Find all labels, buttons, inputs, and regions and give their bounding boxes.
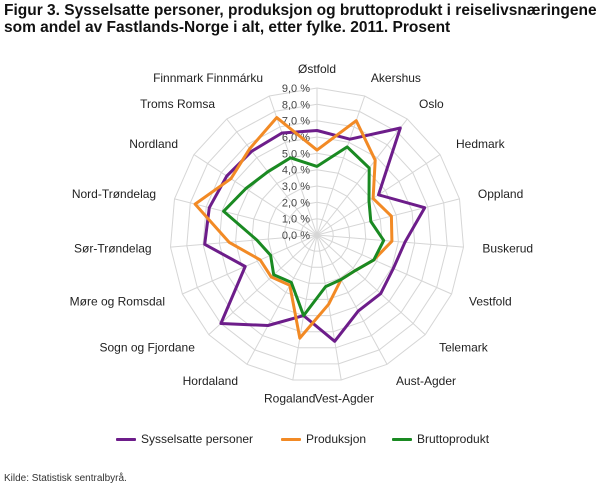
spoke (316, 234, 388, 365)
grid-ring (235, 152, 399, 317)
spoke (292, 234, 318, 381)
legend-swatch (116, 437, 136, 441)
category-labels: Østfold Akershus Oslo Hedmark Oppland Buskeru… (70, 62, 533, 406)
grid-ring (218, 136, 416, 333)
series-line (203, 126, 427, 343)
spoke (193, 154, 318, 236)
spoke (226, 118, 318, 236)
spoke (170, 234, 318, 248)
legend-item: Produksjon (281, 432, 366, 446)
legend-item: Sysselsatte personer (116, 432, 253, 446)
category-label: Nordland (129, 137, 178, 151)
category-label: Sogn og Fjordane (99, 340, 195, 354)
category-label: Finnmark Finnmárku (153, 71, 263, 85)
tick-label: 6,0 % (282, 132, 310, 144)
category-label: Vestfold (469, 295, 512, 309)
legend-label: Bruttoprodukt (417, 432, 490, 446)
category-label: Østfold (298, 62, 336, 76)
tick-label: 2,0 % (282, 197, 310, 209)
tick-label: 7,0 % (282, 116, 310, 128)
chart-legend: Sysselsatte personer Produksjon Bruttoprod… (0, 432, 610, 448)
tick-label: 4,0 % (282, 165, 310, 177)
category-label: Aust-Agder (396, 374, 456, 388)
category-label: Rogaland (264, 392, 315, 406)
category-label: Møre og Romsdal (70, 295, 165, 309)
tick-label: 9,0 % (282, 83, 310, 95)
category-label: Nord-Trøndelag (72, 187, 156, 201)
legend-item: Bruttoprodukt (392, 432, 489, 446)
category-label: Buskerud (482, 242, 533, 256)
tick-label: 3,0 % (282, 181, 310, 193)
grid-ring (300, 218, 334, 252)
spoke (182, 234, 318, 295)
spoke (316, 198, 460, 236)
category-label: Hedmark (456, 137, 506, 151)
category-label: Telemark (439, 340, 489, 354)
category-label: Troms Romsa (140, 97, 215, 111)
grid-ring (267, 185, 367, 284)
category-label: Oppland (478, 187, 523, 201)
spoke (316, 234, 426, 335)
legend-swatch (392, 437, 412, 441)
radar-grid (169, 87, 465, 381)
grid-ring (202, 120, 432, 349)
category-label: Vest-Agder (315, 392, 374, 406)
radar-chart: 0,0 %1,0 %2,0 %3,0 %4,0 %5,0 %6,0 %7,0 %… (70, 62, 533, 406)
category-label: Oslo (419, 97, 444, 111)
category-label: Hordaland (183, 374, 238, 388)
category-label: Sør-Trøndelag (74, 242, 152, 256)
tick-label: 8,0 % (282, 99, 310, 111)
source-note: Kilde: Statistisk sentralbyrå. (4, 473, 127, 484)
spoke (316, 234, 342, 381)
grid-ring (186, 103, 448, 365)
legend-swatch (281, 437, 301, 441)
legend-label: Produksjon (306, 432, 367, 446)
series-line (193, 116, 394, 340)
chart-title-line2: som andel av Fastlands-Norge i alt, ette… (4, 19, 451, 36)
category-label: Akershus (371, 71, 421, 85)
series-line (222, 145, 386, 318)
grid-ring (283, 201, 351, 268)
spoke (316, 234, 452, 295)
spoke (316, 95, 366, 236)
spoke (316, 118, 408, 236)
series-lines (193, 116, 427, 343)
legend-label: Sysselsatte personer (141, 432, 254, 446)
spoke (246, 234, 318, 365)
chart-title: Figur 3. Sysselsatte personer, produksjo… (4, 2, 608, 36)
chart-title-line1: Figur 3. Sysselsatte personer, produksjo… (4, 2, 597, 19)
radar-spokes (170, 88, 464, 381)
spoke (208, 234, 318, 335)
tick-label: 0,0 % (282, 230, 310, 242)
tick-label: 1,0 % (282, 214, 310, 226)
spoke (174, 198, 318, 236)
grid-ring (169, 87, 465, 381)
